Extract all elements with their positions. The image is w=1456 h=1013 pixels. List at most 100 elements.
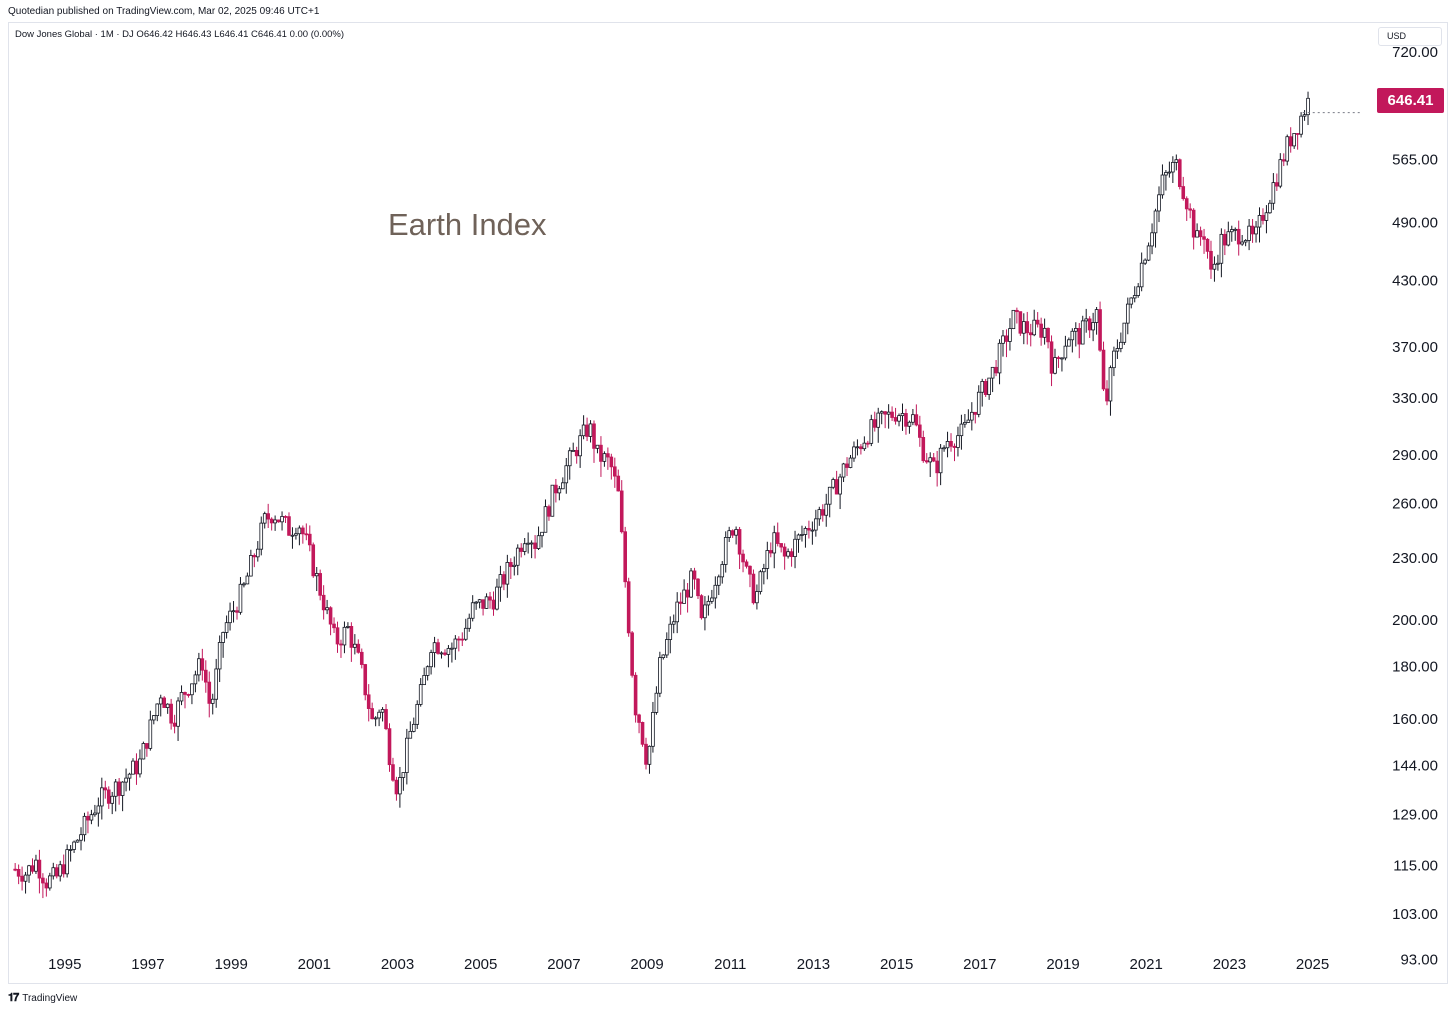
- candle-body: [845, 463, 849, 468]
- candle-body: [547, 506, 551, 517]
- time-axis[interactable]: 1995 1997 1999 2001 2003 2005 2007 2009 2011 2013…: [48, 956, 1329, 973]
- candle-body: [353, 643, 357, 648]
- price-axis-tick-200.00: 200.00: [1392, 612, 1438, 629]
- candle-body: [807, 528, 811, 531]
- candle-body: [460, 638, 465, 641]
- candle-body: [1139, 262, 1144, 288]
- candle-body: [997, 342, 1002, 374]
- candle-body: [1042, 327, 1047, 338]
- candle-body: [314, 573, 319, 577]
- candle-body: [1074, 328, 1078, 332]
- candle-body: [172, 722, 177, 727]
- candle-body: [658, 657, 662, 694]
- candle-body: [918, 424, 922, 438]
- candle-body: [859, 446, 863, 450]
- price-axis-tick-160.00: 160.00: [1392, 711, 1438, 728]
- candle-body: [959, 423, 964, 437]
- candle-body: [963, 422, 967, 425]
- candle-body: [495, 586, 499, 610]
- candle-body: [644, 743, 648, 765]
- price-axis[interactable]: 720.00 565.00 490.00 430.00 370.00 330.00 290.…: [1392, 44, 1438, 969]
- candle-body: [817, 509, 822, 520]
- time-axis-tick-2019: 2019: [1046, 956, 1079, 973]
- candle-body: [1015, 309, 1019, 313]
- candle-body: [831, 479, 835, 488]
- candle-body: [630, 632, 634, 676]
- candle-body: [318, 573, 322, 596]
- candle-body: [221, 632, 225, 643]
- candle-body: [321, 594, 326, 611]
- candle-body: [678, 601, 683, 604]
- candle-body: [897, 415, 901, 422]
- price-axis-tick-129.00: 129.00: [1392, 806, 1438, 823]
- candle-body: [432, 642, 437, 653]
- candle-body: [1271, 182, 1276, 204]
- candle-body: [134, 760, 139, 775]
- candle-body: [924, 460, 929, 463]
- candle-body: [1080, 320, 1085, 345]
- candle-body: [370, 708, 374, 720]
- candle-body: [138, 758, 142, 775]
- candle-body: [1191, 209, 1196, 238]
- price-axis-tick-103.00: 103.00: [1392, 906, 1438, 923]
- candle-body: [488, 596, 492, 601]
- candle-body: [384, 709, 388, 730]
- candle-body: [1285, 136, 1290, 162]
- candle-body: [921, 436, 926, 462]
- candle-body: [1188, 208, 1192, 211]
- candle-body: [509, 562, 513, 567]
- candle-body: [1278, 159, 1283, 187]
- candle-body: [110, 795, 115, 804]
- candle-body: [956, 435, 960, 448]
- candle-body: [1108, 367, 1113, 402]
- candle-body: [557, 488, 562, 494]
- candle-body: [1212, 263, 1217, 270]
- candle-body: [1011, 309, 1016, 330]
- candle-body: [942, 447, 946, 450]
- candle-body: [259, 522, 264, 550]
- candle-body: [869, 419, 874, 444]
- candle-body: [1209, 250, 1213, 270]
- candle-body: [1022, 321, 1026, 334]
- candle-body: [786, 551, 790, 557]
- candle-body: [346, 626, 350, 628]
- candle-body: [141, 743, 146, 760]
- time-axis-tick-2007: 2007: [547, 956, 580, 973]
- candle-body: [1032, 319, 1037, 336]
- candle-body: [706, 600, 711, 606]
- tradingview-logo[interactable]: 𝟏𝟕 TradingView: [8, 992, 77, 1005]
- candle-body: [613, 466, 617, 477]
- candle-body: [214, 668, 218, 700]
- candle-body: [592, 423, 596, 449]
- candle-body: [973, 411, 978, 415]
- candle-body: [734, 529, 738, 536]
- candle-body: [304, 533, 309, 536]
- currency-button[interactable]: USD: [1378, 27, 1442, 46]
- candle-body: [283, 516, 288, 518]
- candle-body: [810, 529, 815, 532]
- candle-body: [588, 423, 593, 437]
- candle-body: [911, 414, 915, 423]
- chart-frame[interactable]: [8, 22, 1448, 984]
- time-axis-tick-2015: 2015: [880, 956, 913, 973]
- candle-body: [1167, 171, 1172, 174]
- candle-body: [311, 544, 316, 577]
- candle-body: [1226, 231, 1231, 246]
- candle-body: [415, 704, 420, 725]
- candle-body: [782, 546, 787, 557]
- symbol-legend[interactable]: Dow Jones Global · 1M · DJ O646.42 H646.…: [15, 29, 344, 40]
- candle-body: [366, 694, 371, 709]
- candle-body: [654, 692, 659, 713]
- candle-body: [1046, 327, 1050, 343]
- candle-body: [290, 534, 295, 537]
- candle-body: [1025, 321, 1030, 334]
- candle-body: [235, 610, 239, 613]
- candle-body: [179, 692, 184, 702]
- candle-body: [498, 574, 503, 588]
- candle-body: [789, 551, 794, 558]
- candle-body: [13, 868, 17, 871]
- candle-body: [1143, 259, 1147, 264]
- candle-body: [1281, 159, 1286, 162]
- candle-body: [1122, 322, 1127, 343]
